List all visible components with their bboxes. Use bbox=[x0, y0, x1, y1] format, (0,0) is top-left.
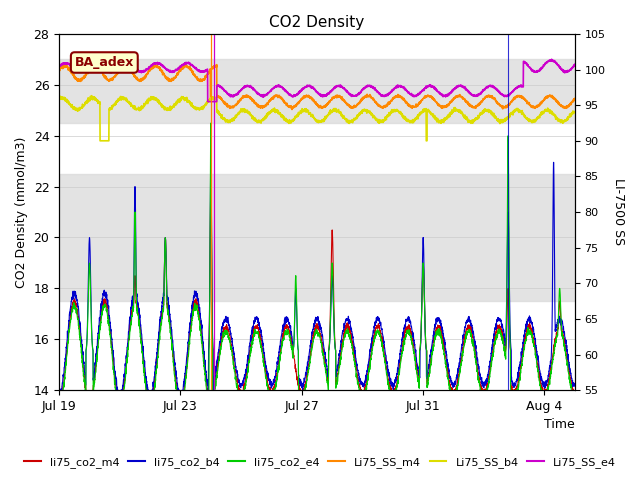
Title: CO2 Density: CO2 Density bbox=[269, 15, 365, 30]
Text: BA_adex: BA_adex bbox=[75, 56, 134, 69]
Legend: li75_co2_m4, li75_co2_b4, li75_co2_e4, Li75_SS_m4, Li75_SS_b4, Li75_SS_e4: li75_co2_m4, li75_co2_b4, li75_co2_e4, L… bbox=[20, 452, 620, 472]
Y-axis label: CO2 Density (mmol/m3): CO2 Density (mmol/m3) bbox=[15, 136, 28, 288]
Y-axis label: LI-7500 SS: LI-7500 SS bbox=[612, 179, 625, 246]
Bar bbox=[59, 174, 575, 301]
Bar bbox=[59, 60, 575, 123]
X-axis label: Time: Time bbox=[544, 419, 575, 432]
